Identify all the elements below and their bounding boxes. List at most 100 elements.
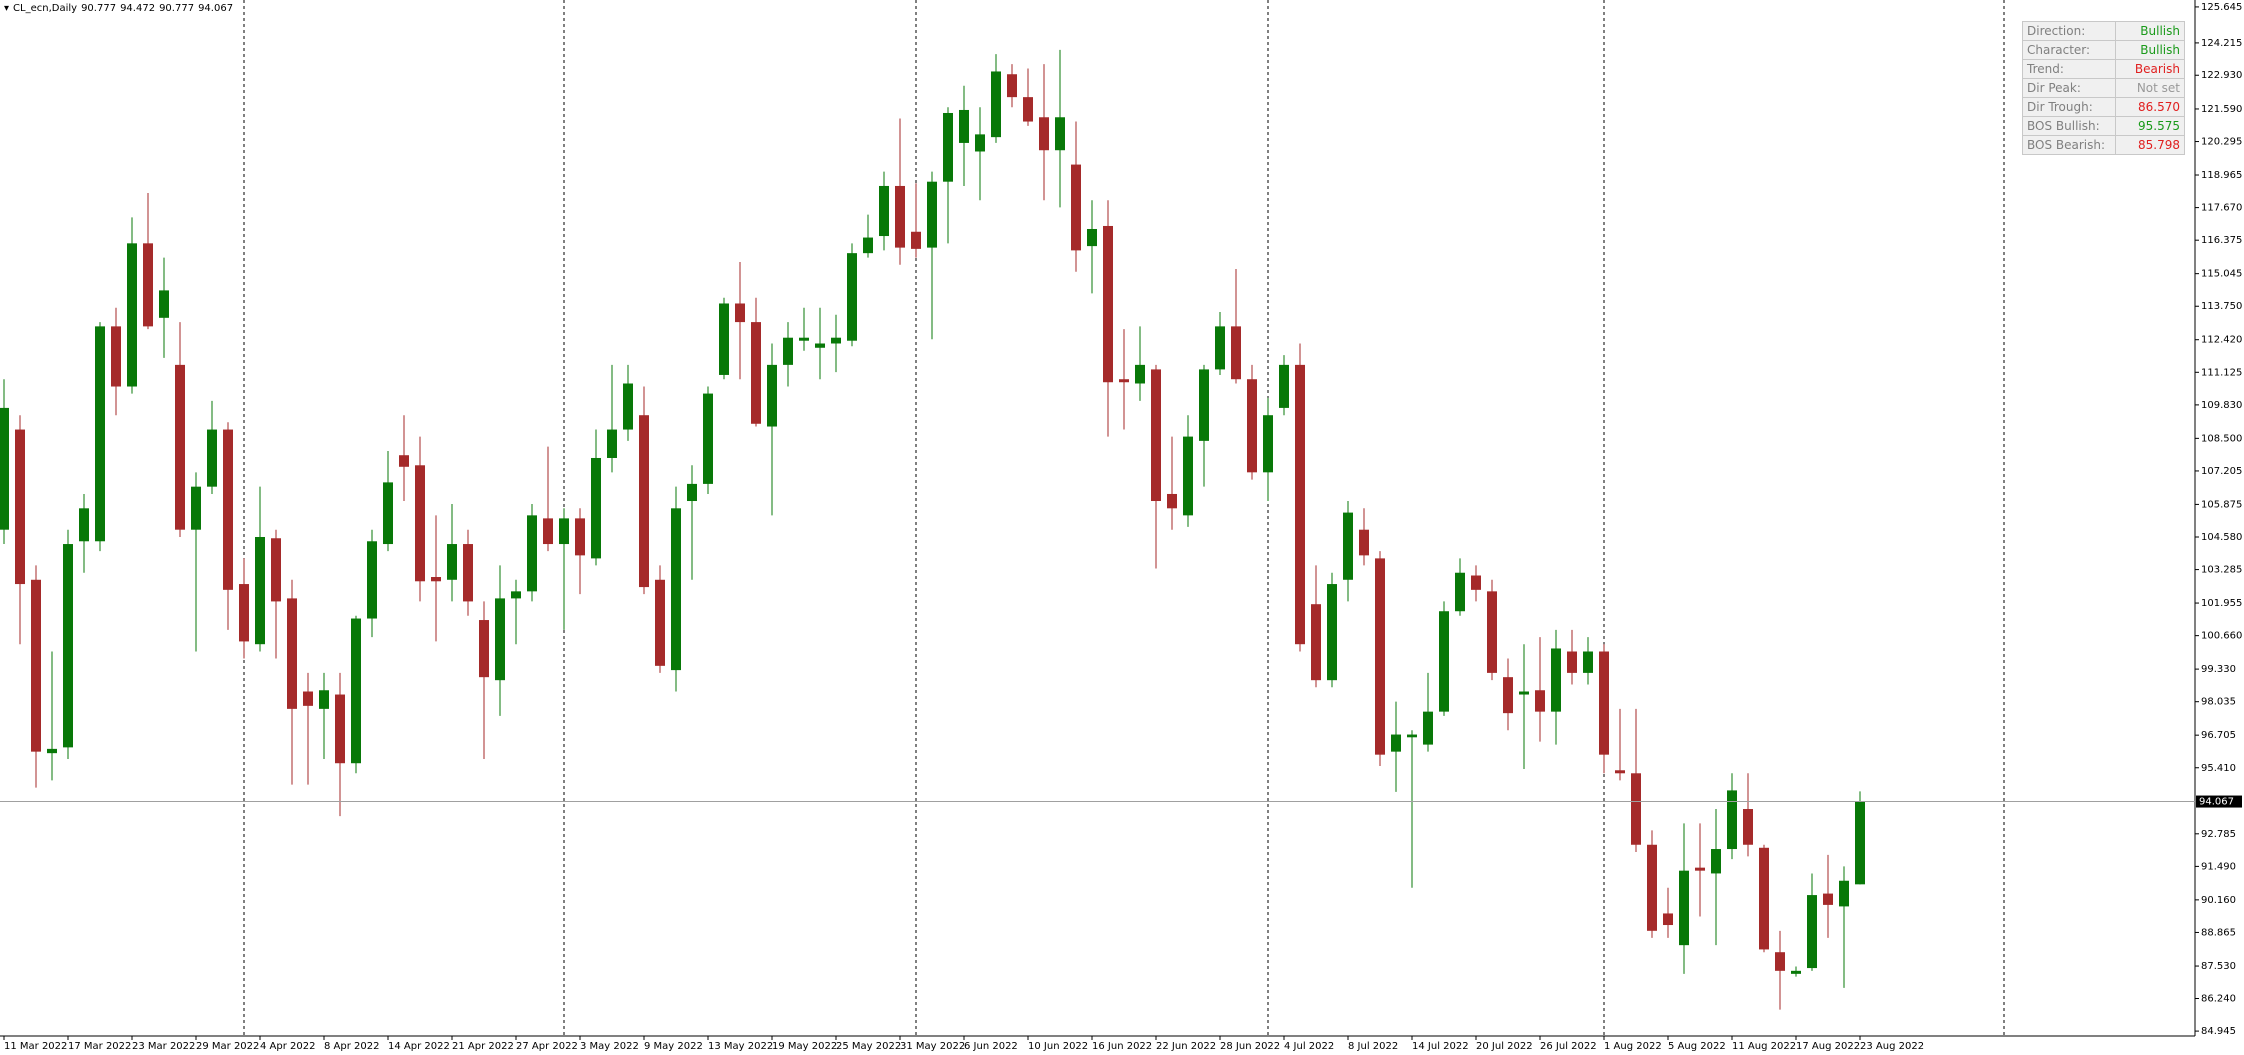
candle-body — [399, 455, 409, 467]
candle-body — [0, 407, 9, 530]
candle-body — [527, 515, 537, 592]
candle-body — [1167, 493, 1177, 509]
panel-row: Dir Peak: Not set — [2022, 78, 2185, 98]
x-tick-label: 17 Aug 2022 — [1796, 1041, 1860, 1052]
candle-body — [431, 577, 441, 582]
x-tick-label: 11 Mar 2022 — [4, 1041, 67, 1052]
candle-body — [943, 112, 953, 182]
candle-body — [159, 290, 169, 318]
panel-value: Not set — [2115, 78, 2185, 98]
candle-body — [1631, 773, 1641, 845]
x-tick-label: 1 Aug 2022 — [1604, 1041, 1662, 1052]
panel-value: 95.575 — [2115, 116, 2185, 136]
candle-body — [1391, 734, 1401, 752]
x-tick-label: 23 Mar 2022 — [132, 1041, 195, 1052]
candle-body — [1247, 379, 1257, 473]
candle-body — [1375, 558, 1385, 755]
x-tick-label: 22 Jun 2022 — [1156, 1041, 1216, 1052]
candle-body — [1599, 651, 1609, 755]
candle-body — [127, 243, 137, 387]
candle-body — [1311, 604, 1321, 681]
x-tick-label: 17 Mar 2022 — [68, 1041, 131, 1052]
candle-body — [975, 134, 985, 152]
panel-row: BOS Bearish: 85.798 — [2022, 135, 2185, 155]
candle-body — [1135, 364, 1145, 384]
panel-row: BOS Bullish: 95.575 — [2022, 116, 2185, 136]
x-tick-label: 26 Jul 2022 — [1540, 1041, 1597, 1052]
x-tick-label: 14 Jul 2022 — [1412, 1041, 1469, 1052]
collapse-icon[interactable]: ▾ — [4, 3, 10, 14]
candle-body — [1711, 849, 1721, 874]
candle-body — [1231, 326, 1241, 380]
candle-body — [1215, 326, 1225, 370]
candle-body — [255, 536, 265, 645]
candle-body — [143, 243, 153, 327]
candle-body — [223, 429, 233, 590]
panel-value: 86.570 — [2115, 97, 2185, 117]
y-tick-label: 122.930 — [2201, 70, 2242, 81]
y-tick-label: 118.965 — [2201, 170, 2242, 181]
candle-body — [1343, 512, 1353, 580]
y-tick-label: 104.580 — [2201, 532, 2242, 543]
candle-body — [1295, 364, 1305, 645]
ohlc-open: 90.777 — [81, 3, 117, 14]
candle-body — [63, 544, 73, 748]
y-tick-label: 112.420 — [2201, 335, 2242, 346]
x-tick-label: 9 May 2022 — [644, 1041, 703, 1052]
y-tick-label: 100.660 — [2201, 631, 2242, 642]
candle-body — [351, 618, 361, 764]
x-tick-label: 5 Aug 2022 — [1668, 1041, 1726, 1052]
candle-body — [1535, 690, 1545, 712]
candle-body — [655, 579, 665, 666]
plot-area — [0, 0, 2195, 1036]
candle-body — [1615, 770, 1625, 774]
x-tick-label: 29 Mar 2022 — [196, 1041, 259, 1052]
candle-body — [767, 364, 777, 427]
header: ▾ CL_ecn,Daily 90.777 94.472 90.777 94.067 — [4, 3, 237, 14]
panel-value: Bullish — [2115, 40, 2185, 60]
candle-body — [559, 518, 569, 545]
candle-body — [79, 508, 89, 542]
candle-body — [735, 303, 745, 323]
x-tick-label: 21 Apr 2022 — [452, 1041, 514, 1052]
candle-body — [1839, 880, 1849, 907]
candle-body — [895, 185, 905, 248]
candle-body — [623, 383, 633, 430]
y-tick-label: 115.045 — [2201, 269, 2242, 280]
y-tick-label: 117.670 — [2201, 203, 2242, 214]
candle-body — [1663, 913, 1673, 926]
candle-body — [1807, 895, 1817, 969]
candle-body — [1263, 415, 1273, 473]
x-tick-label: 14 Apr 2022 — [388, 1041, 450, 1052]
candle-body — [1439, 611, 1449, 712]
candle-body — [1423, 711, 1433, 745]
panel-row: Trend: Bearish — [2022, 59, 2185, 79]
panel-label: BOS Bullish: — [2022, 116, 2116, 136]
candle-body — [703, 393, 713, 484]
x-tick-label: 31 May 2022 — [900, 1041, 965, 1052]
ohlc-high: 94.472 — [120, 3, 156, 14]
candle-body — [1855, 801, 1865, 885]
y-tick-label: 86.240 — [2201, 994, 2236, 1005]
candle-body — [1471, 575, 1481, 590]
candle-body — [959, 109, 969, 143]
panel-row: Dir Trough: 86.570 — [2022, 97, 2185, 117]
y-tick-label: 90.160 — [2201, 895, 2236, 906]
candle-body — [447, 544, 457, 580]
candle-body — [271, 538, 281, 602]
panel-label: Trend: — [2022, 59, 2116, 79]
candle-body — [591, 457, 601, 559]
candle-body — [367, 541, 377, 619]
y-tick-label: 95.410 — [2201, 763, 2236, 774]
y-tick-label: 105.875 — [2201, 499, 2242, 510]
y-tick-label: 103.285 — [2201, 565, 2242, 576]
candle-body — [1359, 529, 1369, 556]
candle-body — [1583, 651, 1593, 673]
x-tick-label: 8 Jul 2022 — [1348, 1041, 1398, 1052]
candle-body — [815, 343, 825, 348]
candle-body — [1119, 379, 1129, 383]
candle-body — [1503, 677, 1513, 714]
candle-body — [463, 544, 473, 602]
candle-body — [671, 508, 681, 671]
